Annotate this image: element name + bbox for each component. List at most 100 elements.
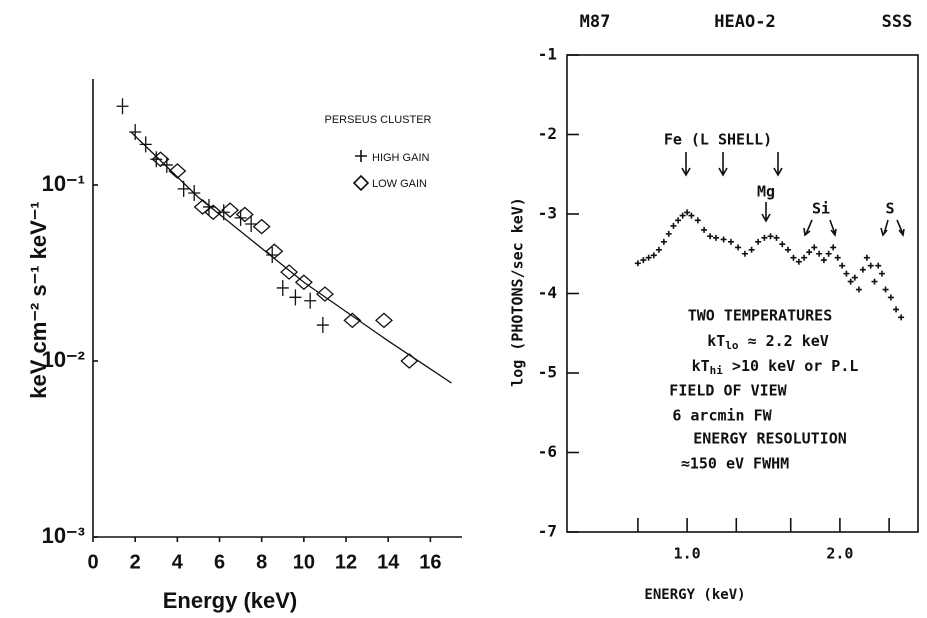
cross-marker xyxy=(245,216,258,233)
diamond-marker xyxy=(204,204,223,221)
x-tick-label: 14 xyxy=(377,551,400,573)
note-line: kTlo ≈ 2.2 keV xyxy=(707,332,829,353)
cross-marker xyxy=(177,180,190,197)
cross-marker xyxy=(887,294,894,301)
legend-label: LOW GAIN xyxy=(372,178,427,190)
cross-marker xyxy=(688,212,695,219)
x-tick-label: 6 xyxy=(214,551,225,573)
y-tick-label: 10⁻² xyxy=(42,347,85,372)
y-tick-label: -3 xyxy=(538,204,557,223)
title: HEAO-2 xyxy=(714,12,775,32)
cross-marker xyxy=(129,123,142,140)
cross-marker xyxy=(289,289,302,306)
cross-marker xyxy=(720,236,727,243)
cross-marker xyxy=(882,286,889,293)
cross-marker xyxy=(650,252,657,259)
cross-marker xyxy=(304,292,317,309)
cross-marker xyxy=(202,198,215,215)
cross-marker xyxy=(779,241,786,248)
annotation: Si xyxy=(812,200,830,218)
x-tick-label: 1.0 xyxy=(674,545,701,563)
y-tick-label: -6 xyxy=(538,442,557,461)
diamond-marker xyxy=(294,274,313,291)
note-text: kT xyxy=(692,357,710,375)
cross-marker xyxy=(893,306,900,313)
diamond-marker xyxy=(343,312,362,329)
diamond-marker xyxy=(193,199,212,215)
annotation: S xyxy=(885,200,894,218)
note-line: ≈150 eV FWHM xyxy=(681,455,789,473)
diamond-marker xyxy=(400,353,419,369)
note-line: kThi >10 keV or P.L xyxy=(692,357,859,378)
cross-marker xyxy=(825,250,832,257)
arrows xyxy=(681,152,905,237)
cross-marker xyxy=(684,209,691,216)
y-tick-label: -7 xyxy=(538,522,557,541)
y-tick-label: -1 xyxy=(538,45,557,64)
cross-marker xyxy=(863,254,870,261)
cross-marker xyxy=(773,234,780,241)
cross-marker xyxy=(790,254,797,261)
x-tick-label: 0 xyxy=(87,551,98,573)
cross-marker xyxy=(665,230,672,237)
cross-marker xyxy=(188,185,201,202)
cross-marker xyxy=(816,250,823,257)
cross-marker xyxy=(640,257,647,264)
cross-marker xyxy=(843,270,850,277)
cross-marker xyxy=(859,266,866,273)
cross-marker xyxy=(847,278,854,285)
diamond-marker xyxy=(280,264,299,280)
note-subscript: lo xyxy=(725,339,739,352)
cross-marker xyxy=(675,217,682,224)
y-tick-label: 10⁻¹ xyxy=(42,171,85,196)
diamond-marker xyxy=(265,243,284,260)
cross-marker xyxy=(784,246,791,253)
cross-marker xyxy=(761,234,768,241)
diamond-marker xyxy=(374,312,393,329)
note-text: >10 keV or P.L xyxy=(723,357,858,375)
cross-marker xyxy=(806,249,813,256)
annotation: PERSEUS CLUSTER xyxy=(325,114,432,126)
cross-marker xyxy=(276,279,289,296)
cross-marker xyxy=(741,250,748,257)
annotation: Mg xyxy=(757,183,775,201)
cross-marker xyxy=(755,238,762,245)
cross-marker xyxy=(116,98,129,115)
x-tick-label: 2.0 xyxy=(826,545,853,563)
title-right: SSS xyxy=(882,12,913,32)
x-tick-label: 12 xyxy=(335,551,357,573)
x-tick-label: 16 xyxy=(419,551,441,573)
cross-marker xyxy=(871,278,878,285)
legend-label: HIGH GAIN xyxy=(372,152,430,164)
cross-marker xyxy=(655,246,662,253)
x-tick-label: 10 xyxy=(293,551,315,573)
cross-marker xyxy=(694,217,701,224)
cross-marker xyxy=(634,260,641,267)
cross-marker xyxy=(645,254,652,261)
y-tick-label: 10⁻³ xyxy=(42,523,85,548)
cross-marker xyxy=(851,274,858,281)
cross-marker xyxy=(767,233,774,240)
cross-marker xyxy=(830,244,837,251)
cross-marker xyxy=(727,238,734,245)
cross-marker xyxy=(811,244,818,251)
note-line: 6 arcmin FW xyxy=(672,407,772,425)
cross-marker xyxy=(670,222,677,229)
cross-marker xyxy=(735,244,742,251)
note-text: kT xyxy=(707,332,725,350)
cross-marker xyxy=(748,246,755,253)
x-axis-label: ENERGY (keV) xyxy=(644,587,745,603)
diamond-marker xyxy=(168,163,187,179)
cross-marker xyxy=(266,247,279,264)
legend-marker xyxy=(355,150,367,162)
annotation: Fe (L SHELL) xyxy=(664,131,772,149)
diamond-marker xyxy=(151,151,170,168)
x-tick-label: 4 xyxy=(172,551,184,573)
cross-marker xyxy=(855,286,862,293)
note-subscript: hi xyxy=(710,364,724,377)
diamond-marker xyxy=(221,202,240,218)
cross-marker xyxy=(316,317,329,334)
note-line: FIELD OF VIEW xyxy=(669,382,787,400)
